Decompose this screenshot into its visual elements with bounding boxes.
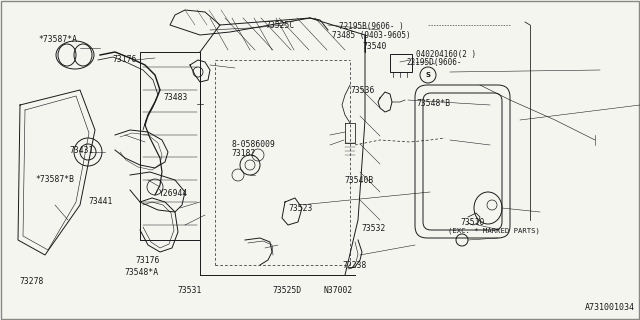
- Text: 73483: 73483: [163, 93, 188, 102]
- Text: 73510: 73510: [461, 218, 485, 227]
- Text: 72238: 72238: [342, 261, 367, 270]
- Text: 73540B: 73540B: [344, 176, 374, 185]
- Text: 73182: 73182: [232, 149, 256, 158]
- Text: 73540: 73540: [363, 42, 387, 51]
- Bar: [390, 54, 412, 72]
- Text: *73587*B: *73587*B: [35, 175, 74, 184]
- Text: 73548*A: 73548*A: [125, 268, 159, 277]
- Text: (EXC. * MARKED PARTS): (EXC. * MARKED PARTS): [448, 228, 540, 234]
- Text: 73431: 73431: [69, 146, 93, 155]
- Text: 73548*B: 73548*B: [416, 99, 450, 108]
- Text: 040204160(2 ): 040204160(2 ): [416, 50, 476, 59]
- Text: 73176: 73176: [112, 55, 136, 64]
- Text: 73441: 73441: [88, 197, 113, 206]
- Text: 22195D(9606-: 22195D(9606-: [406, 58, 462, 67]
- Text: 72195B(9606- ): 72195B(9606- ): [339, 22, 404, 31]
- Text: Y26944: Y26944: [159, 189, 188, 198]
- Text: 73176: 73176: [136, 256, 160, 265]
- Text: N37002: N37002: [323, 286, 353, 295]
- Text: 73532: 73532: [362, 224, 386, 233]
- Text: *73587*A: *73587*A: [38, 36, 77, 44]
- Text: S: S: [426, 72, 431, 78]
- Text: 73525D: 73525D: [272, 286, 301, 295]
- Text: 73523: 73523: [288, 204, 312, 213]
- Text: 73536: 73536: [351, 86, 375, 95]
- Text: 73531: 73531: [178, 286, 202, 295]
- Text: 73485 (9403-9605): 73485 (9403-9605): [332, 31, 410, 40]
- Text: 73278: 73278: [19, 277, 44, 286]
- Text: 8-0586009: 8-0586009: [232, 140, 276, 149]
- Text: 73525C: 73525C: [266, 21, 295, 30]
- Text: A731001034: A731001034: [585, 303, 635, 312]
